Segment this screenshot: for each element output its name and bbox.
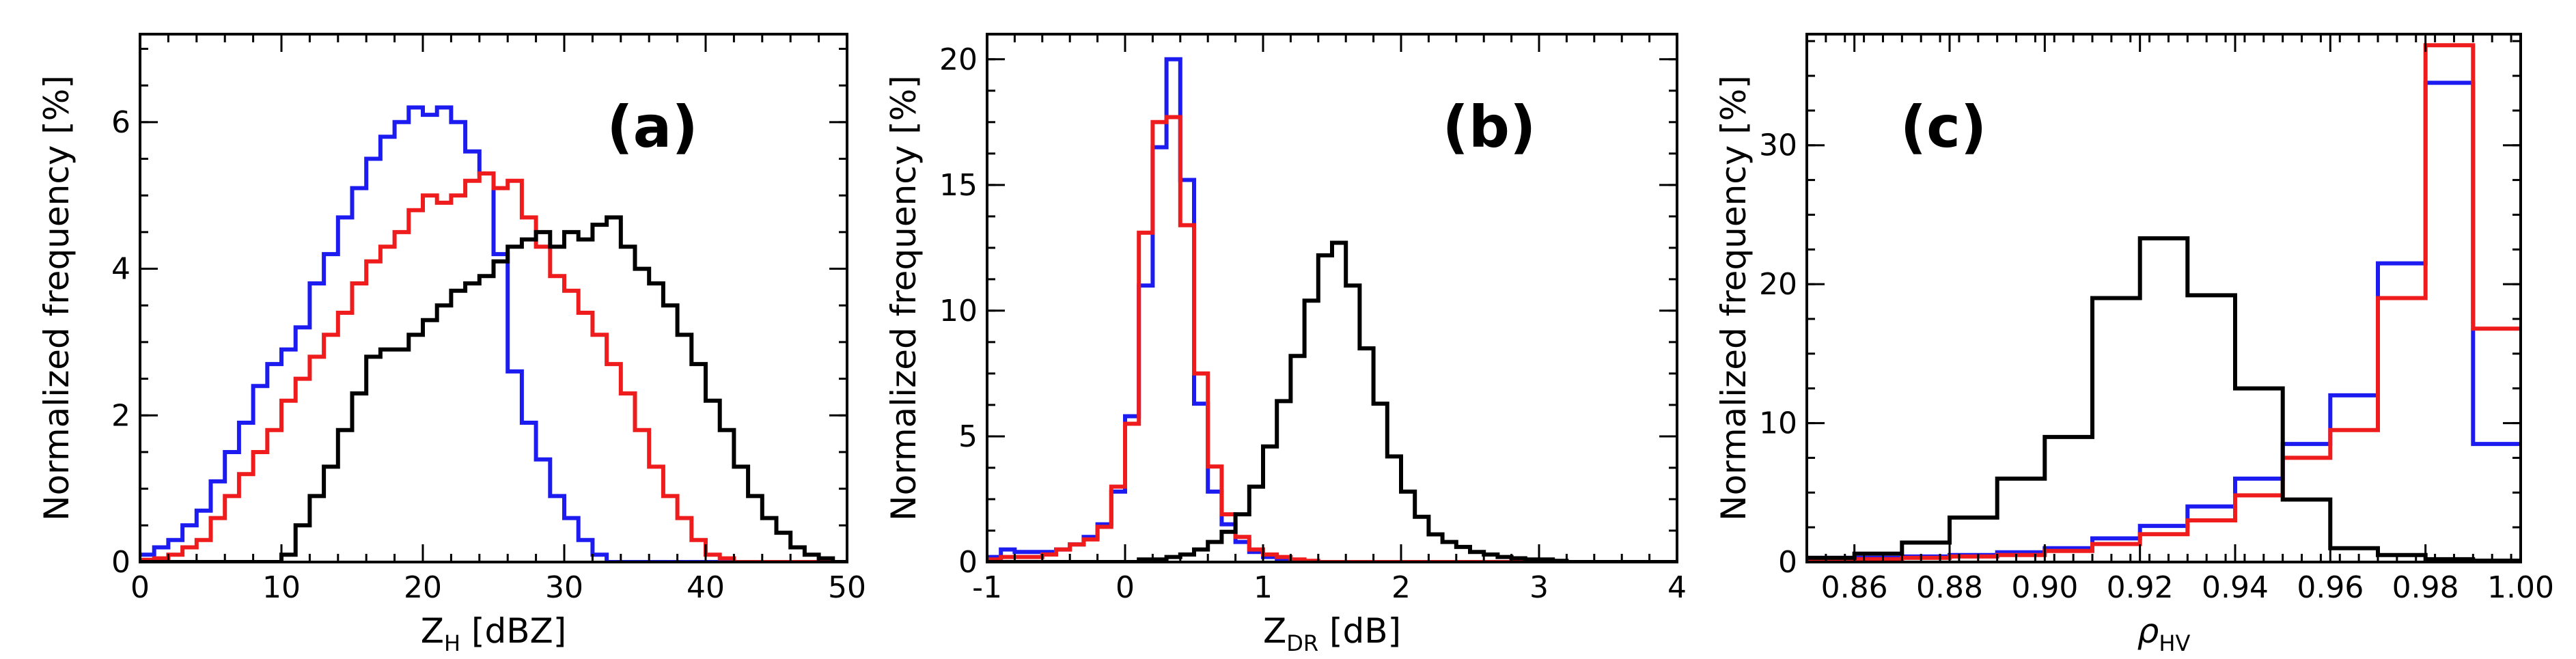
x-tick-label: 30 xyxy=(545,570,583,605)
series-red-line xyxy=(987,115,1677,562)
x-axis-title: ZDR [dB] xyxy=(1263,611,1401,656)
panel-label: (b) xyxy=(1443,94,1536,160)
chart-panel-0: 0 10 20 30 40 50 0 2 4 6 Normalized frequency [%] Z… xyxy=(37,33,866,656)
x-tick-label: 0.88 xyxy=(1916,570,1983,605)
y-axis-title: Normalized frequency [%] xyxy=(884,75,924,521)
y-tick-label: 30 xyxy=(1759,128,1797,163)
y-tick-label: 20 xyxy=(939,42,978,77)
y-tick-label: 15 xyxy=(939,168,978,203)
x-axis-title-main: Z xyxy=(421,611,444,651)
x-tick-label: 0.92 xyxy=(2107,570,2174,605)
x-tick-label: -1 xyxy=(972,570,1002,605)
x-tick-label: 20 xyxy=(404,570,442,605)
y-axis-title: Normalized frequency [%] xyxy=(1714,75,1754,521)
y-tick-label: 6 xyxy=(111,105,130,140)
x-tick-label: 0 xyxy=(130,570,150,605)
y-tick-label: 4 xyxy=(111,252,130,287)
x-tick-label: 40 xyxy=(687,570,725,605)
x-axis-title: ZH [dBZ] xyxy=(421,611,567,656)
x-tick-label: 0 xyxy=(1116,570,1135,605)
x-axis-title-main: Z xyxy=(1263,611,1286,651)
x-tick-label: 4 xyxy=(1667,570,1687,605)
x-axis-title-units: [dB] xyxy=(1318,611,1401,651)
panel-label: (a) xyxy=(607,94,697,160)
y-tick-label: 10 xyxy=(1759,406,1797,441)
series-red-line xyxy=(140,171,847,562)
series-blue-line xyxy=(140,105,847,562)
x-tick-label: 50 xyxy=(828,570,866,605)
series-black-line xyxy=(987,240,1677,562)
x-tick-label: 0.96 xyxy=(2297,570,2364,605)
x-tick-label: 0.90 xyxy=(2011,570,2078,605)
chart-panel-2: 0.86 0.88 0.90 0.92 0.94 0.96 0.98 1.00 0 10 20 30N… xyxy=(1714,33,2554,656)
series-black-line xyxy=(140,215,847,562)
x-axis-title-subscript: HV xyxy=(2159,630,2190,656)
x-axis-title-subscript: DR xyxy=(1286,630,1318,656)
x-axis-title-main: ρ xyxy=(2137,611,2159,651)
series-blue-line xyxy=(987,57,1677,562)
plot-frame xyxy=(1805,33,2522,563)
series-black-line xyxy=(1807,236,2521,562)
y-tick-label: 5 xyxy=(958,419,978,454)
y-tick-label: 20 xyxy=(1759,267,1797,302)
y-tick-label: 0 xyxy=(111,545,130,580)
plot-frame xyxy=(139,33,848,563)
x-tick-label: 3 xyxy=(1529,570,1549,605)
x-tick-label: 1 xyxy=(1254,570,1273,605)
y-tick-label: 0 xyxy=(958,545,978,580)
y-tick-label: 10 xyxy=(939,294,978,328)
x-axis-title: ρHV xyxy=(2137,611,2191,656)
x-tick-label: 1.00 xyxy=(2487,570,2554,605)
y-tick-label: 2 xyxy=(111,398,130,433)
y-axis-title: Normalized frequency [%] xyxy=(37,75,77,521)
x-tick-label: 2 xyxy=(1391,570,1411,605)
y-tick-label: 0 xyxy=(1778,545,1797,580)
panel-label: (c) xyxy=(1900,94,1987,160)
x-axis-title-subscript: H xyxy=(444,630,460,656)
x-tick-label: 0.94 xyxy=(2202,570,2269,605)
x-tick-label: 10 xyxy=(262,570,301,605)
x-axis-title-units: [dBZ] xyxy=(460,611,566,651)
plot-frame xyxy=(986,33,1678,563)
x-tick-label: 0.86 xyxy=(1821,570,1888,605)
x-tick-label: 0.98 xyxy=(2392,570,2459,605)
